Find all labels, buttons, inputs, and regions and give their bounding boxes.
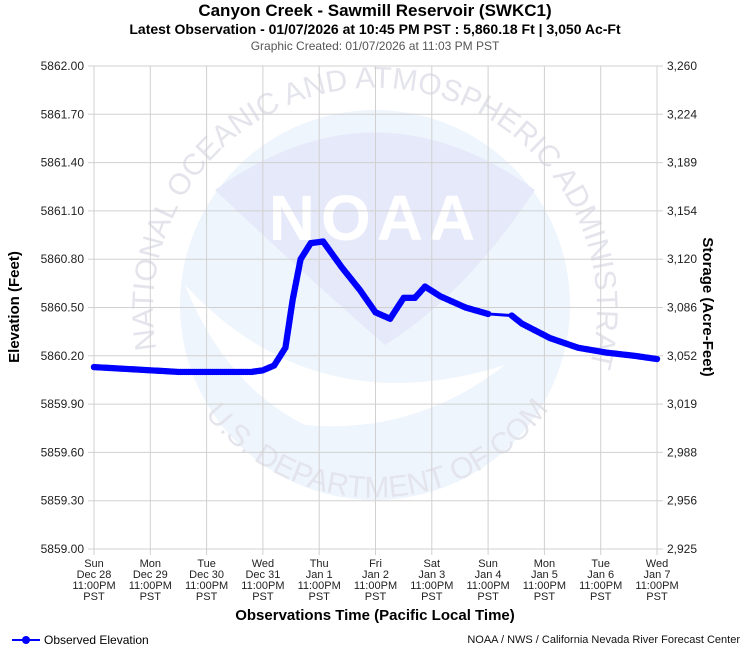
svg-text:Sun: Sun — [478, 558, 498, 570]
svg-text:3,154: 3,154 — [667, 204, 697, 218]
svg-text:NOAA: NOAA — [269, 182, 481, 254]
svg-text:2,988: 2,988 — [667, 445, 697, 459]
svg-text:PST: PST — [140, 591, 162, 603]
svg-text:PST: PST — [196, 591, 218, 603]
svg-text:5859.60: 5859.60 — [41, 445, 85, 459]
svg-text:Jan 5: Jan 5 — [531, 569, 558, 581]
svg-text:5861.40: 5861.40 — [41, 156, 85, 170]
y-axis-title: Elevation (Feet) — [6, 251, 23, 363]
svg-text:5859.90: 5859.90 — [41, 397, 85, 411]
observed-elevation-series — [90, 238, 661, 376]
svg-text:Dec 30: Dec 30 — [189, 569, 224, 581]
svg-text:11:00PM: 11:00PM — [185, 580, 228, 592]
svg-text:Mon: Mon — [534, 558, 555, 570]
legend: Observed Elevation — [12, 633, 149, 647]
svg-text:5860.80: 5860.80 — [41, 252, 85, 266]
svg-text:5860.20: 5860.20 — [41, 349, 85, 363]
svg-text:PST: PST — [421, 591, 443, 603]
svg-text:Jan 1: Jan 1 — [306, 569, 333, 581]
svg-text:PST: PST — [308, 591, 330, 603]
svg-text:11:00PM: 11:00PM — [298, 580, 341, 592]
svg-text:Mon: Mon — [140, 558, 161, 570]
svg-text:2,956: 2,956 — [667, 494, 697, 508]
svg-text:Thu: Thu — [310, 558, 329, 570]
svg-text:Jan 6: Jan 6 — [587, 569, 614, 581]
svg-text:5861.10: 5861.10 — [41, 204, 85, 218]
svg-text:Wed: Wed — [252, 558, 274, 570]
y-axis-right: 3,260 3,224 3,189 3,154 3,120 3,086 3,052 3,019… — [667, 59, 697, 556]
svg-text:5862.00: 5862.00 — [41, 59, 85, 73]
svg-text:Sat: Sat — [424, 558, 441, 570]
chart-title: Canyon Creek - Sawmill Reservoir (SWKC1) — [198, 1, 552, 20]
svg-text:3,260: 3,260 — [667, 59, 697, 73]
svg-text:Tue: Tue — [591, 558, 610, 570]
svg-text:PST: PST — [477, 591, 499, 603]
svg-text:5859.00: 5859.00 — [41, 542, 85, 556]
svg-text:Dec 29: Dec 29 — [133, 569, 168, 581]
svg-text:PST: PST — [252, 591, 274, 603]
credit-text: NOAA / NWS / California Nevada River For… — [467, 634, 740, 646]
svg-text:Jan 2: Jan 2 — [362, 569, 389, 581]
svg-text:5860.50: 5860.50 — [41, 301, 85, 315]
svg-text:PST: PST — [646, 591, 668, 603]
x-axis-title: Observations Time (Pacific Local Time) — [235, 607, 515, 624]
svg-text:11:00PM: 11:00PM — [72, 580, 115, 592]
svg-text:11:00PM: 11:00PM — [354, 580, 397, 592]
svg-text:Fri: Fri — [369, 558, 382, 570]
svg-text:3,019: 3,019 — [667, 397, 697, 411]
svg-text:PST: PST — [534, 591, 556, 603]
svg-text:3,052: 3,052 — [667, 349, 697, 363]
svg-text:2,925: 2,925 — [667, 542, 697, 556]
svg-text:11:00PM: 11:00PM — [523, 580, 566, 592]
svg-text:11:00PM: 11:00PM — [579, 580, 622, 592]
svg-text:11:00PM: 11:00PM — [466, 580, 509, 592]
svg-text:Tue: Tue — [197, 558, 216, 570]
svg-text:3,224: 3,224 — [667, 107, 697, 121]
chart-subtitle: Latest Observation - 01/07/2026 at 10:45… — [129, 21, 621, 37]
svg-text:5859.30: 5859.30 — [41, 494, 85, 508]
svg-text:Dec 28: Dec 28 — [77, 569, 112, 581]
svg-text:3,086: 3,086 — [667, 301, 697, 315]
svg-text:PST: PST — [590, 591, 612, 603]
legend-label: Observed Elevation — [44, 633, 149, 647]
svg-text:Dec 31: Dec 31 — [245, 569, 280, 581]
svg-text:3,189: 3,189 — [667, 156, 697, 170]
legend-line-marker-icon — [12, 636, 40, 644]
svg-text:Jan 3: Jan 3 — [418, 569, 445, 581]
svg-text:Wed: Wed — [646, 558, 668, 570]
created-timestamp: Graphic Created: 01/07/2026 at 11:03 PM … — [250, 39, 500, 53]
svg-text:Sun: Sun — [84, 558, 104, 570]
gridlines — [88, 65, 663, 555]
svg-text:11:00PM: 11:00PM — [635, 580, 678, 592]
y-axis-left: 5862.00 5861.70 5861.40 5861.10 5860.80 5860.… — [41, 59, 85, 556]
y2-axis-title: Storage (Acre-Feet) — [699, 237, 716, 376]
svg-text:3,120: 3,120 — [667, 252, 697, 266]
svg-text:11:00PM: 11:00PM — [241, 580, 284, 592]
svg-text:5861.70: 5861.70 — [41, 107, 85, 121]
svg-text:PST: PST — [365, 591, 387, 603]
svg-text:PST: PST — [83, 591, 105, 603]
svg-text:Jan 7: Jan 7 — [644, 569, 671, 581]
svg-text:11:00PM: 11:00PM — [129, 580, 172, 592]
svg-text:Jan 4: Jan 4 — [475, 569, 502, 581]
svg-text:11:00PM: 11:00PM — [410, 580, 453, 592]
